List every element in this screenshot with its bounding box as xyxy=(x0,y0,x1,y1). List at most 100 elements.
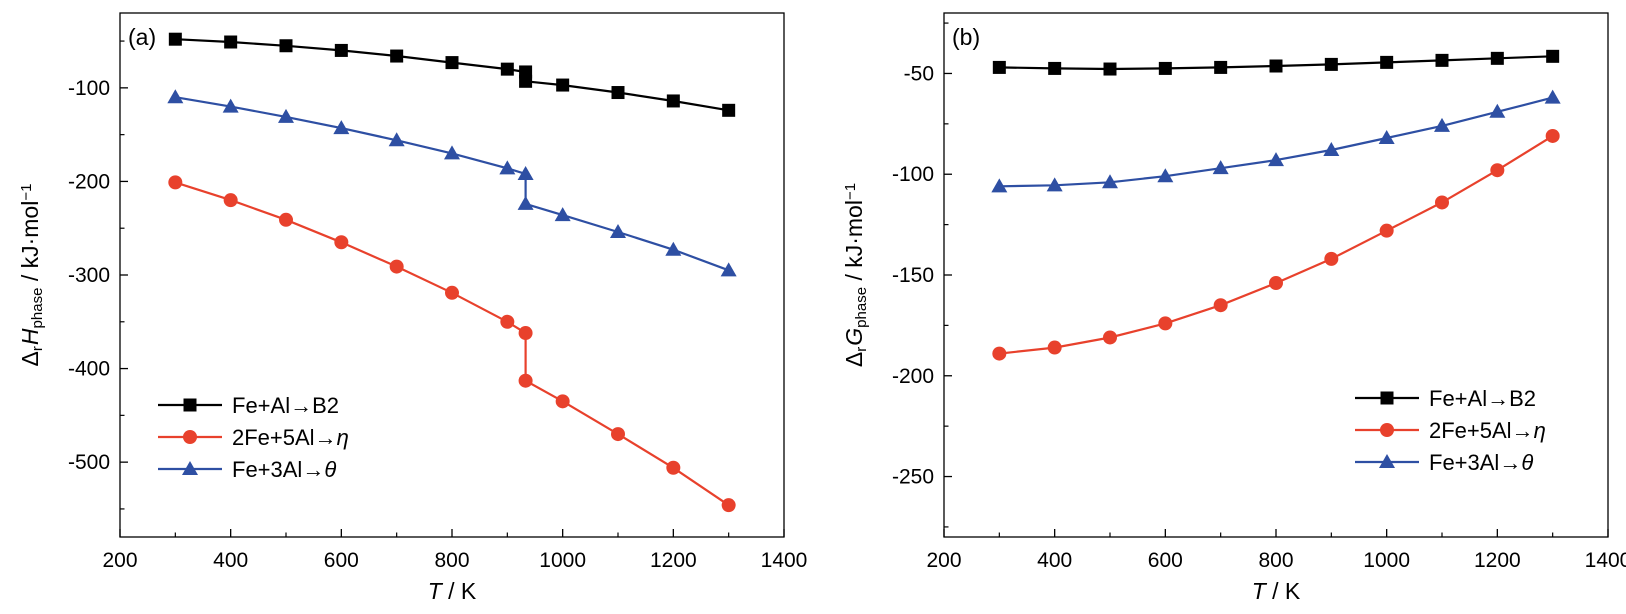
data-point xyxy=(444,145,460,160)
y-tick-label: -100 xyxy=(892,163,934,186)
data-point xyxy=(445,56,459,70)
legend-entry: Fe+3Al→θ xyxy=(158,457,336,482)
y-tick-label: -200 xyxy=(68,170,110,193)
data-point xyxy=(334,43,348,57)
data-point xyxy=(1158,316,1173,331)
data-point xyxy=(333,120,350,135)
panel-a-chart: 200 400 600 800 1000 1200 1400 -100 -200 -300 -400… xyxy=(17,12,808,604)
data-point xyxy=(222,98,239,113)
panel-label: (b) xyxy=(952,24,980,50)
data-point xyxy=(555,394,570,409)
data-point xyxy=(1490,163,1505,178)
data-point xyxy=(167,89,184,104)
x-tick-label: 800 xyxy=(434,549,469,572)
x-tick-label: 400 xyxy=(213,549,248,572)
data-point xyxy=(1103,62,1117,76)
data-point xyxy=(1378,129,1395,144)
data-point xyxy=(721,498,736,513)
x-tick-label: 200 xyxy=(102,549,137,572)
data-point xyxy=(388,132,405,147)
legend-marker xyxy=(1380,391,1394,405)
data-point xyxy=(610,223,626,238)
data-point xyxy=(1269,59,1283,73)
x-tick-label: 600 xyxy=(324,549,359,572)
data-point xyxy=(1214,60,1228,74)
data-point xyxy=(517,165,534,180)
data-point xyxy=(389,259,404,274)
legend-entry: Fe+Al→B2 xyxy=(1355,386,1536,411)
data-point xyxy=(1435,195,1449,210)
data-point xyxy=(168,32,182,46)
series-circle xyxy=(168,175,736,513)
data-point xyxy=(1489,103,1506,118)
legend-entry: Fe+3Al→θ xyxy=(1355,450,1533,475)
data-point xyxy=(390,49,404,63)
data-point xyxy=(1269,276,1283,291)
y-tick-label: -400 xyxy=(68,358,110,381)
x-tick-label: 600 xyxy=(1148,549,1183,572)
data-point xyxy=(666,94,680,108)
data-point xyxy=(1212,160,1229,175)
data-point xyxy=(1545,128,1560,143)
data-point xyxy=(720,262,737,277)
data-point xyxy=(1157,168,1174,183)
legend-label: 2Fe+5Al→η xyxy=(232,425,349,450)
data-point xyxy=(992,346,1007,361)
y-tick-label: -300 xyxy=(68,264,110,287)
data-point xyxy=(554,207,571,222)
legend-label: Fe+3Al→θ xyxy=(232,457,336,482)
x-axis-title: T / K xyxy=(1252,578,1301,604)
series-line xyxy=(999,134,1554,355)
x-tick-label: 1200 xyxy=(650,549,697,572)
data-point xyxy=(1158,61,1172,75)
data-point xyxy=(500,62,514,76)
series-square xyxy=(992,49,1560,76)
data-point xyxy=(611,86,625,100)
data-point xyxy=(992,60,1006,74)
legend-marker xyxy=(182,461,198,475)
legend-marker xyxy=(1380,423,1394,437)
data-point xyxy=(278,108,294,123)
x-tick-label: 200 xyxy=(926,549,961,572)
series-triangle xyxy=(167,89,737,277)
data-point xyxy=(1268,152,1284,167)
y-axis-title: ΔrHphase / kJ·mol−1 xyxy=(17,184,46,367)
data-point xyxy=(991,178,1008,193)
data-point xyxy=(1546,49,1560,63)
x-tick-label: 1000 xyxy=(1363,549,1410,572)
data-point xyxy=(445,285,459,300)
x-tick-label: 800 xyxy=(1258,549,1293,572)
x-tick-label: 1400 xyxy=(761,549,808,572)
panel-label: (a) xyxy=(128,24,156,50)
legend-label: 2Fe+5Al→η xyxy=(1429,418,1546,443)
data-point xyxy=(665,241,682,256)
series-line xyxy=(175,38,729,112)
legend-marker xyxy=(183,430,197,444)
data-point xyxy=(279,39,293,53)
series-triangle xyxy=(991,89,1561,193)
data-point xyxy=(518,326,533,341)
legend-label: Fe+Al→B2 xyxy=(232,393,339,418)
series-square xyxy=(168,32,736,117)
data-point xyxy=(500,314,515,329)
data-point xyxy=(1046,177,1063,192)
legend-entry: 2Fe+5Al→η xyxy=(158,425,349,450)
x-axis-title: T / K xyxy=(428,578,477,604)
x-tick-label: 1400 xyxy=(1585,549,1626,572)
data-point xyxy=(499,160,516,175)
data-point xyxy=(518,373,533,388)
data-point xyxy=(168,175,183,190)
data-point xyxy=(1379,223,1394,238)
data-point xyxy=(1324,251,1339,266)
panel-b-chart: 200 400 600 800 1000 1200 1400 -50 -100 -150 -200 -… xyxy=(841,12,1626,604)
data-point xyxy=(1380,55,1394,69)
data-point xyxy=(519,74,533,88)
data-point xyxy=(611,427,625,442)
data-point xyxy=(556,78,570,92)
y-tick-label: -250 xyxy=(892,466,934,489)
series-line xyxy=(175,96,730,272)
series-line xyxy=(999,96,1553,188)
y-tick-label: -500 xyxy=(68,451,110,474)
legend-marker xyxy=(1379,454,1395,468)
